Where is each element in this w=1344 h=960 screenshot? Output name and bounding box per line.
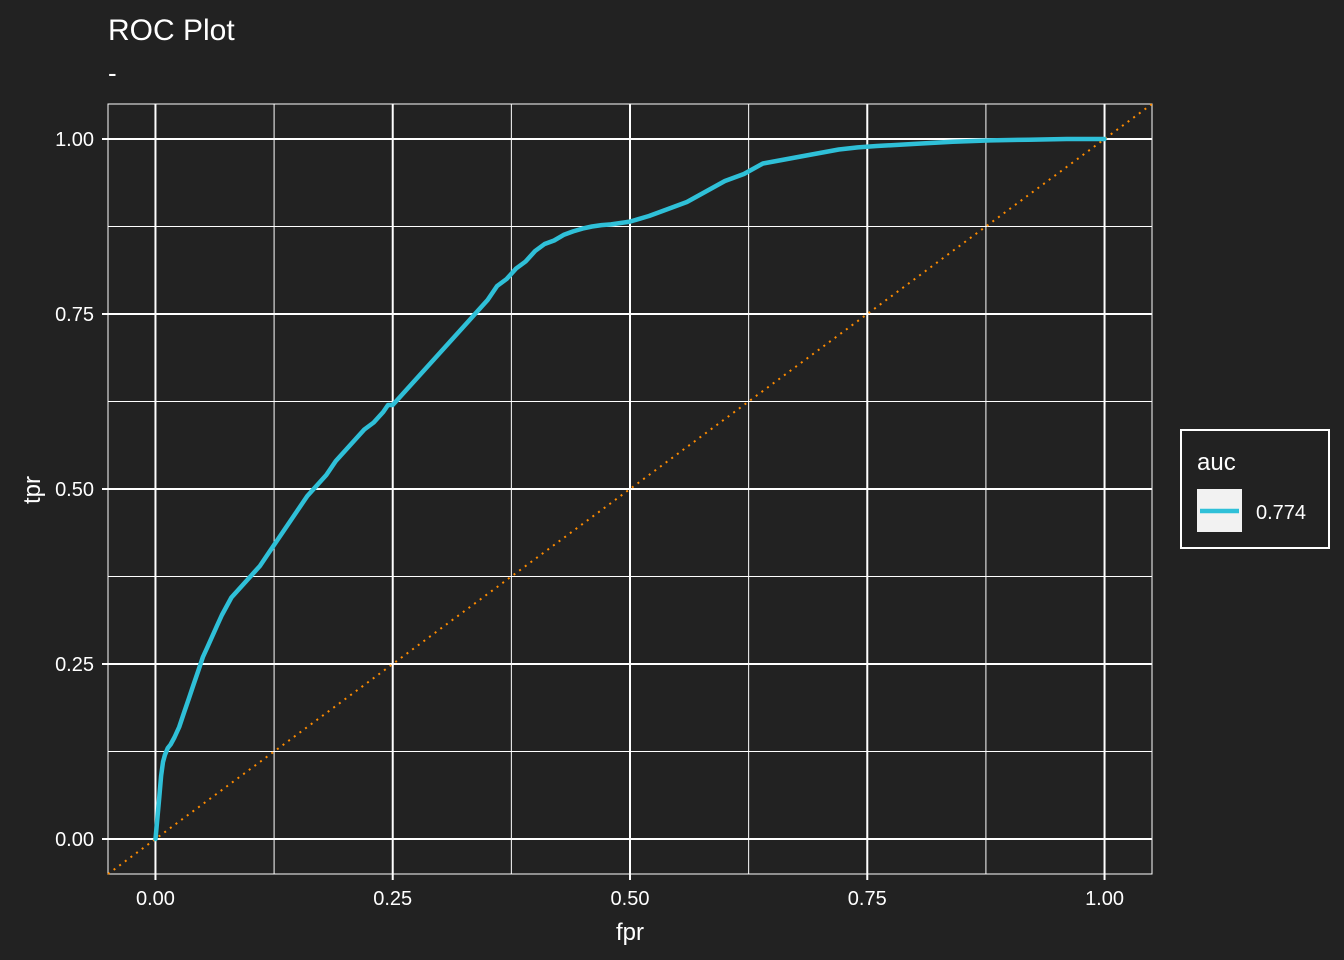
roc-curve-line xyxy=(153,136,1107,842)
x-tick-label-4: 1.00 xyxy=(1085,888,1124,910)
x-axis-label: fpr xyxy=(616,919,644,946)
x-tick-label-2: 0.50 xyxy=(611,888,650,910)
legend-title: auc xyxy=(1197,449,1236,476)
y-tick-label-3: 0.75 xyxy=(55,304,94,326)
x-axis-ticks: 0.00 0.25 0.50 0.75 1.00 xyxy=(136,874,1124,910)
chart-subtitle: - xyxy=(108,58,117,88)
major-gridlines xyxy=(108,104,1152,874)
y-tick-label-1: 0.25 xyxy=(55,654,94,676)
y-axis-ticks: 0.00 0.25 0.50 0.75 1.00 xyxy=(55,129,108,851)
x-tick-label-0: 0.00 xyxy=(136,888,175,910)
legend-entry-label: 0.774 xyxy=(1256,502,1306,524)
x-tick-label-1: 0.25 xyxy=(373,888,412,910)
x-tick-label-3: 0.75 xyxy=(848,888,887,910)
legend: auc 0.774 xyxy=(1180,429,1330,549)
y-tick-label-0: 0.00 xyxy=(55,829,94,851)
y-tick-label-4: 1.00 xyxy=(55,129,94,151)
y-axis-label: tpr xyxy=(19,476,46,504)
y-tick-label-2: 0.50 xyxy=(55,479,94,501)
legend-border xyxy=(1180,429,1330,549)
chart-title: ROC Plot xyxy=(108,14,235,47)
